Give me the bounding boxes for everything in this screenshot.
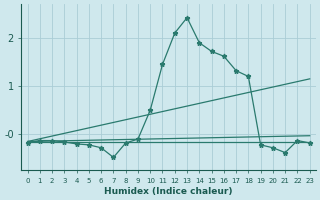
X-axis label: Humidex (Indice chaleur): Humidex (Indice chaleur): [104, 187, 233, 196]
